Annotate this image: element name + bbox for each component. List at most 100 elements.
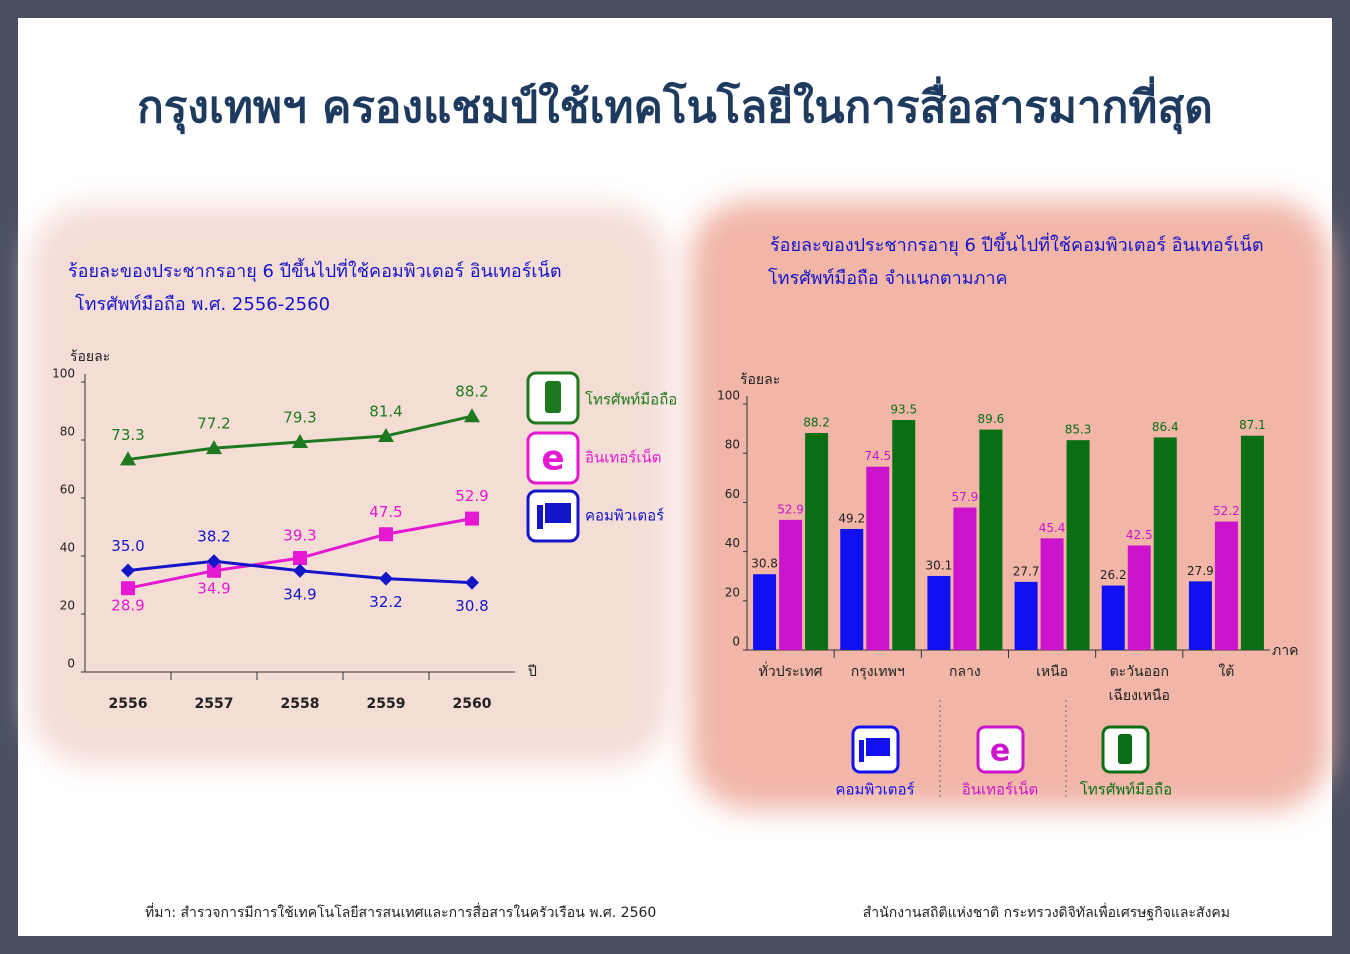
chart-title: ร้อยละของประชากรอายุ 6 ปีขึ้นไปที่ใช้คอม… (68, 258, 562, 282)
chart-subtitle: โทรศัพท์มือถือ พ.ศ. 2556-2560 (75, 293, 330, 315)
x-tick-label: 2558 (280, 696, 320, 712)
y-tick-label: 60 (725, 487, 740, 501)
chart-subtitle: โทรศัพท์มือถือ จำแนกตามภาค (768, 267, 1008, 289)
data-label: 42.5 (1126, 528, 1153, 542)
x-tick-label: 2557 (194, 696, 234, 712)
y-tick-label: 40 (60, 541, 75, 555)
data-label: 34.9 (283, 585, 316, 603)
bar (753, 574, 777, 650)
data-label: 73.3 (111, 426, 144, 444)
marker (121, 581, 135, 596)
x-axis-label: ปี (528, 664, 537, 680)
y-axis-label: ร้อยละ (70, 349, 110, 365)
chart-title: ร้อยละของประชากรอายุ 6 ปีขึ้นไปที่ใช้คอม… (770, 232, 1264, 256)
data-label: 81.4 (369, 402, 402, 420)
bar (779, 519, 803, 650)
bar (1240, 435, 1264, 650)
data-label: 30.8 (455, 597, 488, 615)
x-tick-label: ทั่วประเทศ (758, 664, 823, 680)
marker (207, 563, 221, 578)
legend-label: อินเทอร์เน็ต (585, 448, 661, 467)
marker (379, 527, 393, 542)
y-tick-label: 20 (725, 585, 740, 599)
data-label: 52.9 (455, 487, 488, 505)
data-label: 39.3 (283, 527, 316, 545)
marker (465, 575, 479, 590)
x-tick-label: ตะวันออก เฉียงเหนือ (1108, 664, 1170, 704)
data-label: 49.2 (838, 511, 865, 525)
y-tick-label: 60 (60, 483, 75, 497)
svg-text:e: e (990, 734, 1010, 769)
marker (292, 434, 308, 449)
x-tick-label: 2556 (108, 696, 148, 712)
data-label: 47.5 (369, 503, 402, 521)
marker (206, 440, 222, 455)
data-label: 28.9 (111, 597, 144, 615)
x-tick-label: ใต้ (1218, 664, 1235, 680)
data-label: 27.9 (1187, 564, 1214, 578)
legend-label: คอมพิวเตอร์ (835, 781, 914, 799)
bar (1040, 538, 1064, 650)
bar (1066, 440, 1090, 650)
x-tick-label: กรุงเทพฯ (850, 664, 905, 680)
data-label: 26.2 (1100, 568, 1127, 582)
marker (121, 563, 135, 578)
bar (1101, 585, 1125, 650)
data-label: 27.7 (1013, 564, 1040, 578)
data-label: 88.2 (455, 383, 488, 401)
bar (1214, 521, 1238, 650)
bar (1153, 437, 1177, 650)
legend-label: โทรศัพท์มือถือ (1080, 781, 1172, 799)
data-label: 93.5 (890, 402, 917, 416)
y-tick-label: 80 (725, 438, 740, 452)
svg-text:e: e (541, 439, 564, 479)
marker (207, 554, 221, 569)
data-label: 52.2 (1213, 504, 1240, 518)
data-label: 77.2 (197, 415, 230, 433)
data-label: 88.2 (803, 416, 830, 430)
marker (293, 563, 307, 578)
bar (866, 466, 890, 650)
data-label: 74.5 (864, 449, 891, 463)
x-tick-label: กลาง (949, 664, 981, 680)
marker (464, 408, 480, 423)
bar (979, 429, 1003, 650)
x-tick-label: เหนือ (1036, 664, 1069, 680)
data-label: 57.9 (952, 490, 979, 504)
agency-note: สำนักงานสถิติแห่งชาติ กระทรวงดิจิทัลเพื่… (863, 903, 1230, 921)
bar (1188, 581, 1212, 650)
data-label: 79.3 (283, 409, 316, 427)
source-note: ที่มา: สำรวจการมีการใช้เทคโนโลยีสารสนเทศ… (145, 903, 656, 921)
x-tick-label: 2560 (452, 696, 492, 712)
page-title: กรุงเทพฯ ครองแชมป์ใช้เทคโนโลยีในการสื่อส… (137, 76, 1213, 135)
bar (805, 433, 829, 650)
marker (293, 551, 307, 566)
x-axis-label: ภาค (1272, 643, 1298, 659)
data-label: 87.1 (1239, 418, 1266, 432)
data-label: 38.2 (197, 528, 230, 546)
data-label: 89.6 (978, 412, 1005, 426)
data-label: 30.8 (751, 557, 778, 571)
y-tick-label: 0 (732, 635, 740, 649)
backdrop (690, 200, 1330, 810)
y-tick-label: 20 (60, 599, 75, 613)
data-label: 45.4 (1039, 521, 1066, 535)
marker (379, 571, 393, 586)
legend-label: คอมพิวเตอร์ (585, 507, 664, 525)
bar (892, 419, 916, 650)
data-label: 52.9 (777, 502, 804, 516)
backdrop (30, 205, 670, 765)
data-label: 86.4 (1152, 420, 1179, 434)
data-label: 85.3 (1065, 423, 1092, 437)
data-label: 30.1 (926, 558, 953, 572)
y-axis-label: ร้อยละ (740, 372, 780, 388)
y-tick-label: 80 (60, 425, 75, 439)
marker (120, 451, 136, 466)
bar (1127, 545, 1151, 650)
legend-label: อินเทอร์เน็ต (962, 780, 1038, 799)
legend-label: โทรศัพท์มือถือ (585, 391, 677, 409)
data-label: 34.9 (197, 579, 230, 597)
legend-icon: e (526, 371, 580, 543)
